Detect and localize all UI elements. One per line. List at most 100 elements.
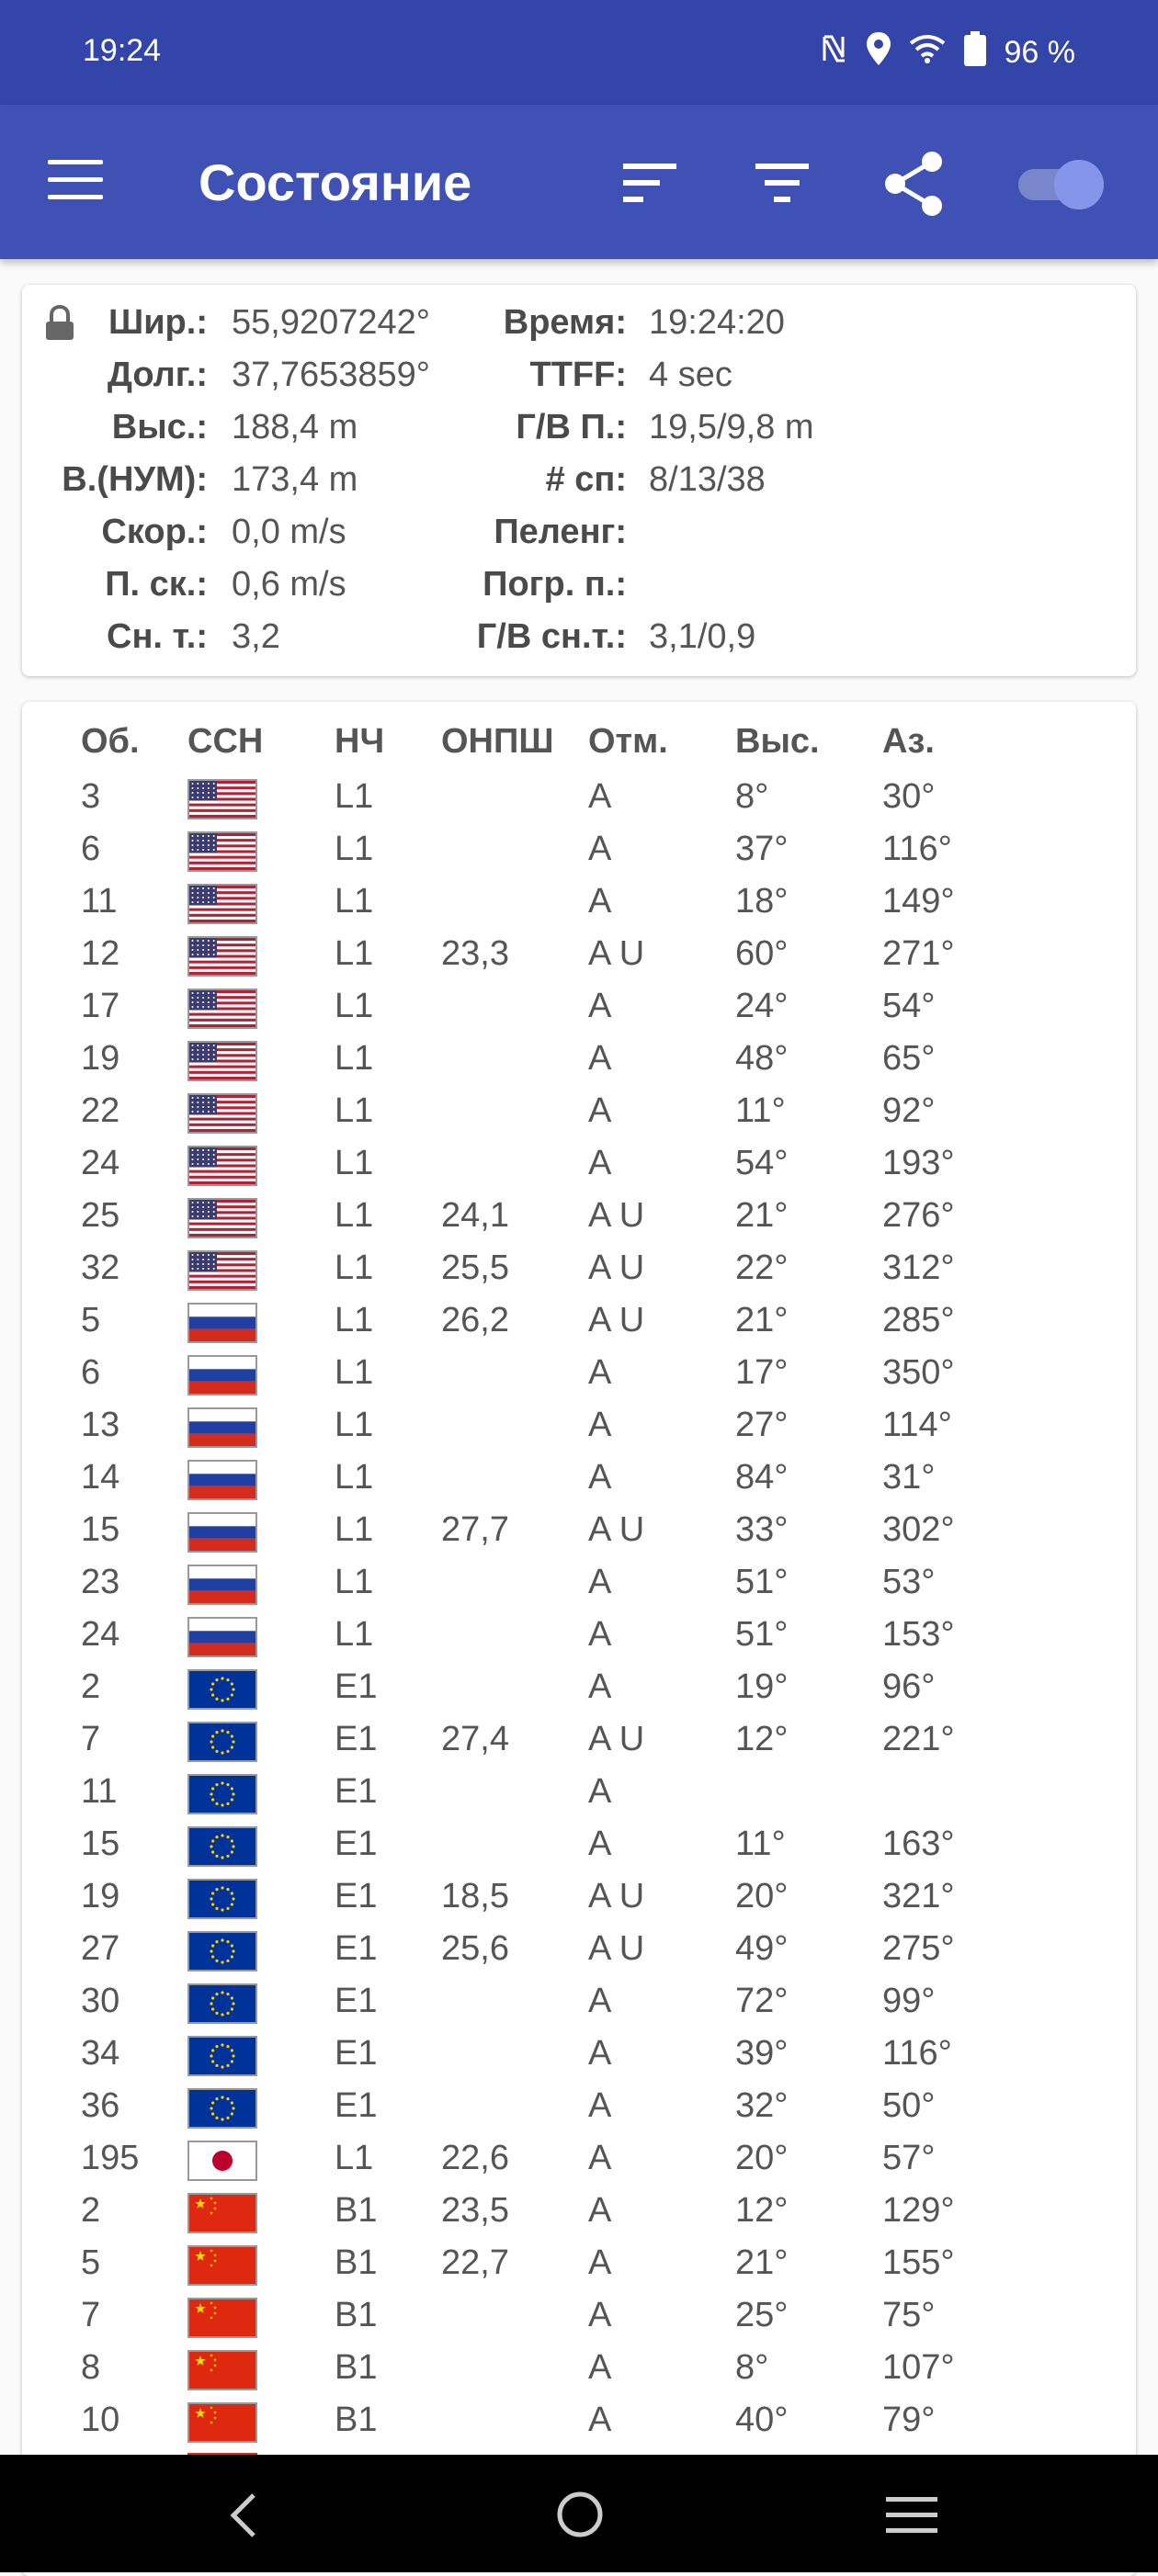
cell-az: 285° bbox=[882, 1301, 955, 1339]
cell-id: 3 bbox=[81, 777, 101, 816]
cell-az: 99° bbox=[882, 1982, 936, 2020]
info-label: # сп: bbox=[545, 460, 627, 499]
cell-az: 116° bbox=[882, 830, 952, 868]
cell-flags: A bbox=[588, 2139, 612, 2177]
recents-icon[interactable] bbox=[886, 2495, 937, 2540]
cell-id: 13 bbox=[81, 1406, 120, 1444]
flag-china-icon bbox=[187, 2298, 257, 2338]
info-label: Г/В сн.т.: bbox=[476, 617, 627, 656]
cell-elev: 40° bbox=[735, 2401, 789, 2439]
info-value: 0,0 m/s bbox=[232, 513, 346, 551]
cell-az: 302° bbox=[882, 1510, 955, 1549]
info-value: 19,5/9,8 m bbox=[649, 408, 814, 446]
share-icon[interactable] bbox=[882, 151, 947, 221]
flag-usa-icon bbox=[187, 1198, 257, 1238]
flag-usa-icon bbox=[187, 779, 257, 819]
cell-id: 2 bbox=[81, 2191, 101, 2230]
app-bar: Состояние bbox=[0, 105, 1158, 259]
cell-az: 321° bbox=[882, 1877, 955, 1915]
cell-flags: A U bbox=[588, 1720, 645, 1758]
cell-elev: 72° bbox=[735, 1982, 789, 2020]
cell-band: L1 bbox=[335, 1144, 374, 1182]
table-row: 30 E1 A 72° 99° bbox=[22, 1978, 1136, 2030]
cell-az: 96° bbox=[882, 1667, 936, 1706]
flag-russia-icon bbox=[187, 1407, 257, 1448]
info-label: Погр. п.: bbox=[482, 565, 627, 604]
cell-az: 221° bbox=[882, 1720, 955, 1758]
cell-elev: 49° bbox=[735, 1929, 789, 1968]
info-label: Долг.: bbox=[107, 356, 208, 394]
cell-snr: 23,5 bbox=[441, 2191, 509, 2230]
info-label: Пеленг: bbox=[494, 513, 627, 551]
cell-id: 12 bbox=[81, 934, 120, 973]
cell-elev: 19° bbox=[735, 1667, 789, 1706]
cell-flags: A bbox=[588, 2348, 612, 2387]
cell-flags: A bbox=[588, 1458, 612, 1497]
cell-id: 7 bbox=[81, 1720, 101, 1758]
cell-id: 6 bbox=[81, 830, 101, 868]
cell-flags: A bbox=[588, 2401, 612, 2439]
cell-id: 195 bbox=[81, 2139, 140, 2177]
wifi-icon bbox=[909, 34, 946, 72]
column-header: Об. bbox=[81, 722, 140, 761]
flag-usa-icon bbox=[187, 936, 257, 977]
cell-flags: A bbox=[588, 2086, 612, 2125]
cell-flags: A bbox=[588, 1982, 612, 2020]
cell-id: 32 bbox=[81, 1248, 120, 1287]
flag-japan-icon bbox=[187, 2141, 257, 2181]
cell-band: L1 bbox=[335, 830, 374, 868]
cell-band: L1 bbox=[335, 1510, 374, 1549]
cell-band: L1 bbox=[335, 1039, 374, 1078]
table-row: 7 B1 A 25° 75° bbox=[22, 2292, 1136, 2344]
table-row: 14 L1 A 84° 31° bbox=[22, 1454, 1136, 1507]
cell-band: L1 bbox=[335, 1301, 374, 1339]
cell-id: 5 bbox=[81, 2243, 101, 2282]
cell-az: 116° bbox=[882, 2034, 952, 2073]
filter-icon[interactable] bbox=[755, 162, 811, 209]
toggle-switch[interactable] bbox=[1015, 156, 1107, 218]
flag-eu-icon bbox=[187, 2088, 257, 2129]
info-label: П. ск.: bbox=[105, 565, 208, 604]
cell-az: 79° bbox=[882, 2401, 936, 2439]
flag-usa-icon bbox=[187, 1093, 257, 1134]
info-label: Время: bbox=[503, 303, 627, 342]
cell-band: L1 bbox=[335, 987, 374, 1025]
cell-flags: A bbox=[588, 2296, 612, 2334]
cell-az: 193° bbox=[882, 1144, 955, 1182]
info-label: Выс.: bbox=[111, 408, 208, 446]
cell-id: 24 bbox=[81, 1144, 120, 1182]
column-header: НЧ bbox=[335, 722, 385, 761]
cell-band: L1 bbox=[335, 1615, 374, 1654]
cell-id: 19 bbox=[81, 1039, 120, 1078]
cell-elev: 8° bbox=[735, 777, 769, 816]
flag-eu-icon bbox=[187, 1879, 257, 1919]
sort-icon[interactable] bbox=[623, 162, 678, 209]
cell-flags: A bbox=[588, 1353, 612, 1392]
flag-usa-icon bbox=[187, 831, 257, 872]
table-row: 2 B1 23,5 A 12° 129° bbox=[22, 2187, 1136, 2240]
home-icon[interactable] bbox=[555, 2490, 605, 2544]
table-row: 24 L1 A 51° 153° bbox=[22, 1611, 1136, 1664]
cell-flags: A bbox=[588, 2191, 612, 2230]
location-icon bbox=[866, 32, 891, 73]
cell-flags: A bbox=[588, 1091, 612, 1130]
back-icon[interactable] bbox=[226, 2491, 263, 2544]
cell-band: L1 bbox=[335, 1196, 374, 1235]
cell-id: 22 bbox=[81, 1091, 120, 1130]
cell-elev: 11° bbox=[735, 1091, 786, 1130]
table-row: 6 L1 A 17° 350° bbox=[22, 1350, 1136, 1402]
cell-elev: 32° bbox=[735, 2086, 789, 2125]
column-header: Аз. bbox=[882, 722, 935, 761]
cell-elev: 33° bbox=[735, 1510, 789, 1549]
menu-icon[interactable] bbox=[48, 160, 103, 204]
cell-id: 17 bbox=[81, 987, 120, 1025]
cell-elev: 51° bbox=[735, 1615, 789, 1654]
table-row: 25 L1 24,1 A U 21° 276° bbox=[22, 1192, 1136, 1245]
cell-elev: 21° bbox=[735, 1196, 789, 1235]
info-value: 19:24:20 bbox=[649, 303, 785, 342]
cell-elev: 12° bbox=[735, 1720, 789, 1758]
cell-band: L1 bbox=[335, 2139, 374, 2177]
info-value: 37,7653859° bbox=[232, 356, 430, 394]
cell-band: L1 bbox=[335, 1406, 374, 1444]
cell-elev: 84° bbox=[735, 1458, 789, 1497]
